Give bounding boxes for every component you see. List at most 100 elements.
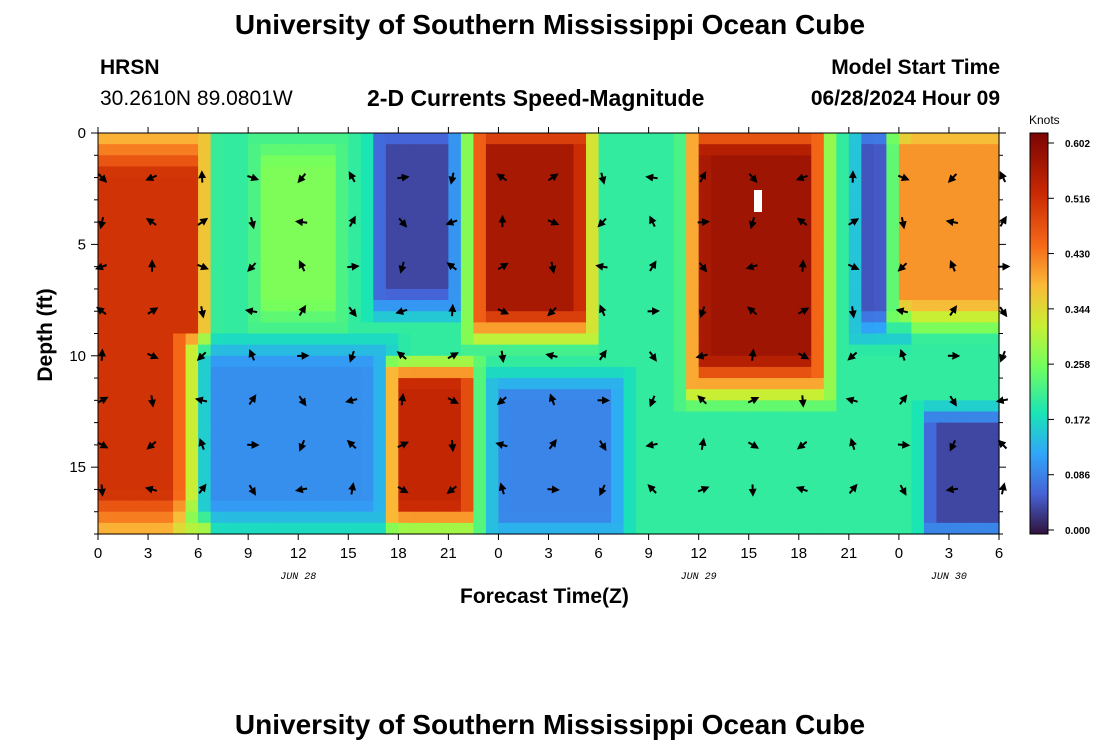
- heatmap-cell: [786, 366, 800, 379]
- heatmap-cell: [798, 233, 812, 245]
- heatmap-cell: [448, 400, 462, 413]
- heatmap-cell: [573, 500, 587, 513]
- heatmap-cell: [348, 433, 362, 446]
- heatmap-cell: [535, 400, 550, 413]
- heatmap-cell: [611, 500, 625, 513]
- x-tick-label: 21: [440, 545, 457, 562]
- heatmap-cell: [435, 222, 449, 234]
- heatmap-cell: [248, 300, 262, 312]
- heatmap-cell: [973, 355, 988, 368]
- heatmap-cell: [936, 444, 950, 457]
- heatmap-cell: [648, 444, 662, 457]
- heatmap-cell: [435, 389, 449, 401]
- heatmap-cell: [648, 433, 662, 446]
- heatmap-cell: [348, 344, 362, 357]
- heatmap-cell: [561, 411, 575, 424]
- heatmap-cell: [661, 355, 675, 368]
- heatmap-cell: [986, 378, 1000, 390]
- heatmap-cell: [648, 400, 662, 413]
- heatmap-cell: [898, 233, 912, 245]
- heatmap-cell: [510, 500, 525, 513]
- heatmap-cell: [698, 355, 712, 368]
- station-name: HRSN: [100, 56, 160, 79]
- heatmap-cell: [498, 155, 512, 168]
- heatmap-cell: [573, 333, 587, 346]
- heatmap-cell: [986, 199, 1000, 212]
- heatmap-cell: [636, 456, 650, 468]
- heatmap-cell: [611, 344, 625, 357]
- heatmap-cell: [110, 133, 124, 145]
- heatmap-cell: [848, 288, 862, 301]
- heatmap-cell: [686, 144, 700, 156]
- heatmap-cell: [110, 266, 124, 279]
- heatmap-cell: [398, 456, 412, 468]
- heatmap-cell: [698, 511, 712, 524]
- current-vector-arrow: [397, 173, 410, 182]
- heatmap-cell: [123, 478, 137, 491]
- heatmap-cell: [923, 333, 938, 346]
- heatmap-cell: [110, 355, 124, 368]
- heatmap-cell: [561, 188, 575, 201]
- heatmap-cell: [836, 255, 850, 268]
- heatmap-cell: [473, 233, 487, 245]
- heatmap-cell: [686, 277, 700, 290]
- heatmap-cell: [285, 422, 299, 435]
- heatmap-cell: [611, 322, 625, 335]
- heatmap-cell: [573, 444, 587, 457]
- heatmap-cell: [210, 522, 224, 535]
- heatmap-cell: [523, 333, 537, 346]
- heatmap-cell: [185, 133, 199, 145]
- heatmap-cell: [561, 444, 575, 457]
- heatmap-cell: [310, 266, 324, 279]
- heatmap-cell: [723, 322, 737, 335]
- heatmap-cell: [173, 422, 187, 435]
- heatmap-cell: [173, 444, 187, 457]
- station-location: 30.2610N 89.0801W: [100, 87, 293, 110]
- heatmap-cell: [148, 500, 162, 513]
- heatmap-cell: [936, 244, 950, 257]
- heatmap-cell: [936, 389, 950, 401]
- heatmap-cell: [148, 311, 162, 323]
- heatmap-cell: [248, 522, 262, 535]
- heatmap-cell: [198, 210, 212, 223]
- current-vector-arrow: [498, 482, 507, 495]
- heatmap-cell: [523, 177, 537, 190]
- heatmap-cell: [435, 255, 449, 268]
- heatmap-cell: [586, 444, 600, 457]
- heatmap-cell: [473, 467, 487, 479]
- heatmap-cell: [285, 133, 299, 145]
- heatmap-cell: [273, 266, 287, 279]
- heatmap-cell: [711, 333, 725, 346]
- x-tick-label: 3: [945, 545, 953, 562]
- heatmap-cell: [923, 522, 938, 535]
- heatmap-cell: [260, 366, 274, 379]
- heatmap-cell: [598, 389, 612, 401]
- heatmap-cell: [285, 233, 299, 245]
- heatmap-cell: [348, 500, 362, 513]
- heatmap-cell: [173, 233, 187, 245]
- heatmap-cell: [460, 411, 475, 424]
- heatmap-cell: [811, 177, 825, 190]
- heatmap-cell: [360, 389, 374, 401]
- heatmap-cell: [948, 333, 963, 346]
- heatmap-cell: [223, 389, 237, 401]
- heatmap-cell: [736, 166, 750, 179]
- heatmap-cell: [173, 311, 187, 323]
- current-vector-arrow: [849, 437, 857, 450]
- heatmap-cell: [636, 177, 650, 190]
- heatmap-cell: [598, 244, 612, 257]
- heatmap-cell: [410, 400, 424, 413]
- heatmap-cell: [923, 411, 938, 424]
- heatmap-cell: [611, 133, 625, 145]
- heatmap-cell: [873, 277, 887, 290]
- heatmap-cell: [198, 389, 212, 401]
- heatmap-cell: [786, 233, 800, 245]
- heatmap-cell: [986, 411, 1000, 424]
- heatmap-cell: [886, 411, 900, 424]
- heatmap-cell: [623, 355, 637, 368]
- heatmap-cell: [723, 489, 737, 502]
- heatmap-cell: [686, 322, 700, 335]
- heatmap-cell: [861, 344, 875, 357]
- heatmap-cell: [636, 522, 650, 535]
- heatmap-cell: [773, 378, 787, 390]
